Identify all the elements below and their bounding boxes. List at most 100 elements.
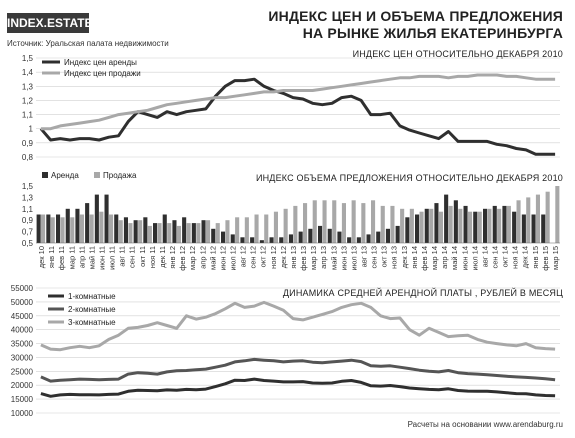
supply-bar <box>429 208 434 243</box>
month-label: июн 11 <box>98 246 107 270</box>
rent-ytick-label: 10000 <box>11 409 34 418</box>
supply-bar <box>41 214 46 243</box>
supply-bar <box>206 220 211 243</box>
supply-bar <box>123 217 128 243</box>
supply-bar <box>60 217 65 243</box>
month-label: май 13 <box>329 246 338 270</box>
source-note: Источник: Уральская палата недвижимости <box>7 39 169 48</box>
month-label: май 14 <box>450 246 459 270</box>
month-label: янв 12 <box>168 246 177 269</box>
month-label: фев 14 <box>420 246 429 271</box>
supply-bar <box>196 223 201 243</box>
month-label: авг 13 <box>360 246 369 267</box>
supply-bar <box>75 208 80 243</box>
price-legend-label: Индекс цен продажи <box>64 69 141 78</box>
supply-bar <box>230 234 235 243</box>
supply-bar <box>419 211 424 243</box>
supply-bar <box>288 234 293 243</box>
rent-ytick-label: 50000 <box>11 298 34 307</box>
supply-index-title: ИНДЕКС ОБЪЕМА ПРЕДЛОЖЕНИЯ ОТНОСИТЕЛЬНО Д… <box>255 173 563 183</box>
month-label: ноя 13 <box>390 246 399 269</box>
month-label: июн 12 <box>218 246 227 270</box>
supply-bar <box>176 225 181 243</box>
price-index-title: ИНДЕКС ЦЕН ОТНОСИТЕЛЬНО ДЕКАБРЯ 2010 <box>352 49 563 59</box>
supply-bar <box>264 214 269 243</box>
title-line-1: ИНДЕКС ЦЕН И ОБЪЕМА ПРЕДЛОЖЕНИЯ <box>268 8 563 24</box>
rent-ytick-label: 40000 <box>11 326 34 335</box>
month-label: сен 11 <box>128 246 137 268</box>
price-ytick-label: 1,1 <box>22 111 34 120</box>
price-ytick-label: 1,2 <box>22 96 34 105</box>
supply-bar <box>201 220 206 243</box>
supply-bar <box>526 197 531 243</box>
supply-bar <box>303 203 308 243</box>
supply-bar <box>448 205 453 243</box>
supply-bar <box>293 205 298 243</box>
supply-bar <box>235 217 240 243</box>
supply-bar <box>114 214 119 243</box>
supply-bar <box>36 214 41 243</box>
supply-bar <box>259 240 264 243</box>
supply-bar <box>153 223 158 243</box>
supply-bar <box>50 217 55 243</box>
month-label: окт 12 <box>259 246 268 267</box>
supply-bar <box>463 205 468 243</box>
supply-ytick-label: 0,7 <box>22 228 34 237</box>
rent-ytick-label: 15000 <box>11 395 34 404</box>
supply-bar <box>79 214 84 243</box>
supply-bar <box>341 203 346 243</box>
supply-bar <box>211 228 216 244</box>
rent-ytick-label: 35000 <box>11 340 34 349</box>
month-label: окт 14 <box>501 246 510 267</box>
supply-bar <box>337 231 342 243</box>
month-label: сен 14 <box>491 246 500 269</box>
supply-bar <box>312 200 317 244</box>
month-label: янв 13 <box>289 246 298 269</box>
supply-bar <box>516 200 521 244</box>
month-label: дек 10 <box>37 246 46 268</box>
supply-bar <box>380 205 385 243</box>
supply-bar <box>424 208 429 243</box>
month-label: апр 14 <box>440 246 449 269</box>
page-title: ИНДЕКС ЦЕН И ОБЪЕМА ПРЕДЛОЖЕНИЯ НА РЫНКЕ… <box>233 8 563 42</box>
rent-ytick-label: 55000 <box>11 284 34 293</box>
supply-bar <box>390 205 395 243</box>
month-label: сен 13 <box>370 246 379 269</box>
supply-bar <box>157 223 162 243</box>
supply-bar <box>128 223 133 243</box>
footer-note: Расчеты на основании www.arendaburg.ru <box>407 420 563 429</box>
supply-bar <box>453 200 458 244</box>
month-label: окт 13 <box>380 246 389 267</box>
month-label: янв 14 <box>410 246 419 269</box>
rent-series-line <box>40 357 556 383</box>
month-label: янв 15 <box>531 246 540 269</box>
rent-legend-label: 2-комнатные <box>68 305 116 314</box>
supply-bar <box>109 214 114 243</box>
supply-bar <box>545 191 550 243</box>
supply-bar <box>468 211 473 243</box>
supply-bar <box>250 237 255 243</box>
supply-bar <box>356 237 361 243</box>
month-label: май 11 <box>87 246 96 269</box>
supply-bar <box>361 203 366 243</box>
month-label: фев 12 <box>178 246 187 271</box>
supply-legend-swatch <box>42 172 48 178</box>
price-ytick-label: 0,9 <box>22 139 34 148</box>
rent-series-line <box>40 300 556 352</box>
supply-bar <box>94 194 99 243</box>
supply-bar <box>385 228 390 244</box>
month-label: авг 11 <box>118 246 127 267</box>
supply-bar <box>240 237 245 243</box>
supply-bar <box>279 237 284 243</box>
supply-bar <box>483 208 488 243</box>
supply-bar <box>191 223 196 243</box>
month-label: мар 14 <box>430 246 439 270</box>
month-label: июл 13 <box>349 246 358 270</box>
supply-bar <box>46 214 51 243</box>
supply-bar <box>347 237 352 243</box>
month-label: фев 15 <box>541 246 550 271</box>
month-label: июл 11 <box>108 246 117 270</box>
supply-bar <box>535 194 540 243</box>
supply-bar <box>521 214 526 243</box>
